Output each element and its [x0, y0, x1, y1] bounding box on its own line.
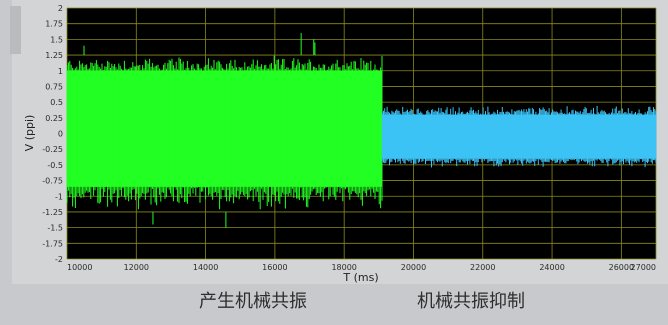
y-axis-label: V (ppi)	[23, 115, 36, 152]
suppressed-signal	[381, 106, 657, 168]
y-tick-label: -1.5	[47, 224, 63, 233]
y-tick-label: 1.5	[50, 35, 63, 44]
x-tick-label: 22000	[470, 263, 495, 272]
x-tick-label: 26000	[609, 263, 634, 272]
caption-suppression: 机械共振抑制	[417, 291, 525, 312]
y-tick-label: 2	[58, 4, 63, 13]
x-tick-label: 16000	[262, 263, 287, 272]
y-axis-ticks: 2 1.75 1.5 1.25 1 0.75 0.5 0.25 0 -0.25 -0.5 -0.75 -…	[42, 4, 63, 264]
scroll-handle[interactable]	[10, 6, 21, 54]
y-tick-label: 1	[58, 67, 63, 76]
signal-trace	[381, 106, 657, 168]
y-tick-label: -2	[55, 255, 63, 264]
y-tick-label: -1.25	[42, 208, 63, 217]
x-axis-ticks: 10000 12000 14000 16000 18000 20000 22000 24000…	[67, 263, 656, 272]
y-tick-label: -0.25	[42, 145, 63, 154]
x-tick-label: 20000	[401, 263, 426, 272]
caption-resonance: 产生机械共振	[199, 291, 307, 312]
y-tick-label: -1.75	[42, 239, 63, 248]
x-tick-label: 10000	[67, 263, 92, 272]
signal-trace	[66, 55, 383, 210]
y-tick-label: 1.75	[45, 20, 63, 29]
y-tick-label: 0	[58, 130, 63, 139]
x-tick-label: 24000	[539, 263, 564, 272]
y-tick-label: -0.75	[42, 177, 63, 186]
x-tick-label: 14000	[193, 263, 218, 272]
x-axis-label: T (ms)	[342, 271, 378, 284]
y-tick-label: -0.5	[47, 161, 63, 170]
x-tick-label: 27000	[631, 263, 656, 272]
y-tick-label: 0.25	[45, 114, 63, 123]
resonance-signal	[66, 33, 383, 228]
y-tick-label: 0.5	[50, 98, 63, 107]
y-tick-label: -1	[55, 192, 63, 201]
x-tick-label: 18000	[331, 263, 356, 272]
y-tick-label: 0.75	[45, 82, 63, 91]
x-tick-label: 12000	[124, 263, 149, 272]
y-tick-label: 1.25	[45, 51, 63, 60]
